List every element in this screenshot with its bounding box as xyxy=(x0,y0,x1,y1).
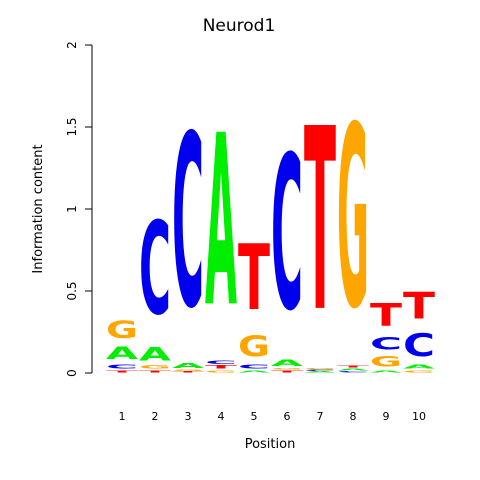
x-axis: 1 2 3 4 5 6 7 8 9 10 xyxy=(119,410,427,423)
glyph-g: G xyxy=(370,353,402,369)
glyph-t: T xyxy=(139,370,171,373)
glyph-c: C xyxy=(205,360,237,365)
x-tick-label: 1 xyxy=(119,410,126,423)
glyph-g: G xyxy=(205,370,237,373)
glyph-c: C xyxy=(172,86,204,361)
glyph-c: C xyxy=(304,370,336,372)
x-axis-label: Position xyxy=(245,437,296,452)
glyph-a: A xyxy=(403,363,435,369)
x-tick-label: 10 xyxy=(412,410,426,423)
glyph-g: G xyxy=(139,365,171,370)
glyph-c: C xyxy=(403,327,435,363)
glyph-t: T xyxy=(304,74,336,367)
glyph-a: A xyxy=(172,361,204,369)
glyph-c: C xyxy=(370,334,402,354)
glyph-g: G xyxy=(238,331,270,364)
glyph-t: T xyxy=(106,370,138,373)
glyph-a: A xyxy=(304,371,337,373)
glyph-a: A xyxy=(238,370,270,373)
glyph-t: T xyxy=(172,371,205,373)
y-axis-label: Information content xyxy=(31,144,46,273)
glyph-g: G xyxy=(172,370,204,372)
glyph-t: T xyxy=(337,365,369,368)
glyph-c: C xyxy=(271,112,303,359)
glyph-g: G xyxy=(403,370,435,373)
glyph-t: T xyxy=(238,226,270,330)
glyph-t: T xyxy=(403,284,435,327)
y-tick-label: 1 xyxy=(65,205,79,213)
glyph-c: C xyxy=(337,371,369,373)
y-tick-label: 0.5 xyxy=(65,281,79,300)
glyph-a: A xyxy=(205,85,237,359)
glyph-a: A xyxy=(370,370,402,373)
x-tick-label: 3 xyxy=(185,410,192,423)
x-tick-label: 2 xyxy=(152,410,159,423)
glyph-a: A xyxy=(106,344,139,363)
glyph-c: C xyxy=(106,363,138,369)
y-tick-label: 0 xyxy=(65,369,79,377)
glyph-t: T xyxy=(205,365,237,370)
x-tick-label: 6 xyxy=(284,410,291,423)
glyph-a: A xyxy=(337,368,369,371)
glyph-g: G xyxy=(337,74,369,365)
x-tick-label: 8 xyxy=(350,410,357,423)
y-tick-label: 2 xyxy=(65,41,79,49)
y-axis: 0 0.5 1 1.5 2 xyxy=(65,41,93,377)
glyph-g: G xyxy=(304,368,336,370)
glyph-t: T xyxy=(271,370,303,373)
chart-title: Neurod1 xyxy=(203,16,276,36)
glyph-c: C xyxy=(238,363,270,369)
x-tick-label: 9 xyxy=(383,410,390,423)
glyph-a: A xyxy=(139,343,171,365)
glyph-c: C xyxy=(139,196,171,343)
glyph-a: A xyxy=(271,358,303,368)
x-tick-label: 5 xyxy=(251,410,258,423)
glyph-g: G xyxy=(106,316,138,344)
glyph-g: G xyxy=(271,368,303,370)
y-tick-label: 1.5 xyxy=(65,117,79,136)
glyph-t: T xyxy=(370,298,402,334)
x-tick-label: 7 xyxy=(317,410,324,423)
x-tick-label: 4 xyxy=(218,410,225,423)
